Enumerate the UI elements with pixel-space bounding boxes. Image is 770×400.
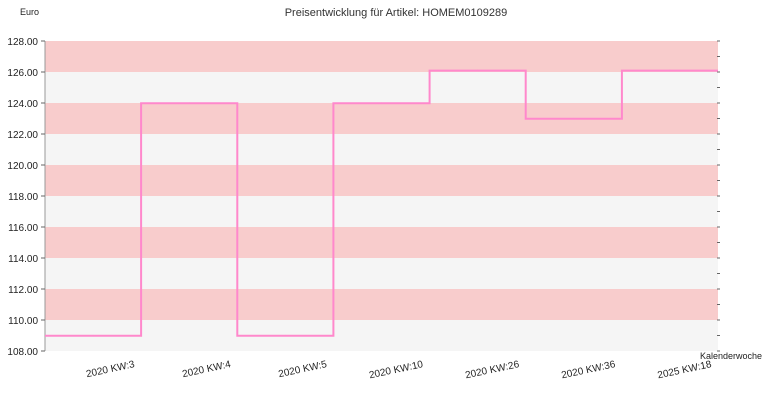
y-tick-label: 118.00 [8, 192, 38, 203]
x-tick-label: 2020 KW:3 [85, 359, 136, 380]
band-9 [45, 41, 718, 72]
y-tick-label: 108.00 [7, 347, 38, 358]
band-8 [45, 72, 718, 103]
y-tick-label: 112.00 [8, 285, 38, 296]
data-point [92, 334, 94, 337]
x-tick-label: 2020 KW:10 [368, 359, 424, 381]
band-4 [45, 196, 718, 227]
band-1 [45, 289, 718, 320]
y-tick-label: 114.00 [8, 254, 38, 265]
band-3 [45, 227, 718, 258]
y-axis-title: Euro [20, 7, 39, 17]
right-axis-ticks [717, 40, 720, 352]
y-tick-label: 122.00 [7, 130, 38, 141]
chart-title: Preisentwicklung für Artikel: HOMEM01092… [285, 7, 508, 19]
y-axis-ticks: 108.00 110.00 112.00 114.00 116.00 118.00 120.… [7, 37, 45, 358]
band-0 [45, 320, 718, 351]
y-tick-label: 110.00 [8, 316, 38, 327]
x-tick-label: 2020 KW:36 [560, 359, 616, 381]
data-point [188, 102, 191, 104]
y-tick-label: 126.00 [7, 68, 38, 79]
band-6 [45, 134, 718, 165]
data-point [572, 117, 575, 120]
x-tick-label: 2020 KW:26 [464, 359, 520, 381]
x-axis-labels: 2020 KW:3 2020 KW:4 2020 KW:5 2020 KW:10 202… [85, 359, 713, 381]
x-tick-label: 2020 KW:4 [181, 359, 232, 380]
y-tick-label: 128.00 [7, 37, 38, 48]
y-tick-label: 124.00 [7, 99, 38, 110]
x-tick-label: 2020 KW:5 [277, 359, 328, 380]
band-2 [45, 258, 718, 289]
data-point [380, 102, 383, 104]
background-bands [44, 41, 718, 351]
data-point [476, 69, 479, 72]
y-tick-label: 120.00 [7, 161, 38, 172]
price-series [45, 69, 718, 337]
x-axis-title: Kalenderwoche [700, 351, 762, 361]
y-tick-label: 116.00 [8, 223, 38, 234]
x-tick-label: 2025 KW:18 [657, 359, 713, 381]
band-5 [45, 165, 718, 196]
data-point [669, 69, 671, 72]
data-point [284, 334, 287, 337]
